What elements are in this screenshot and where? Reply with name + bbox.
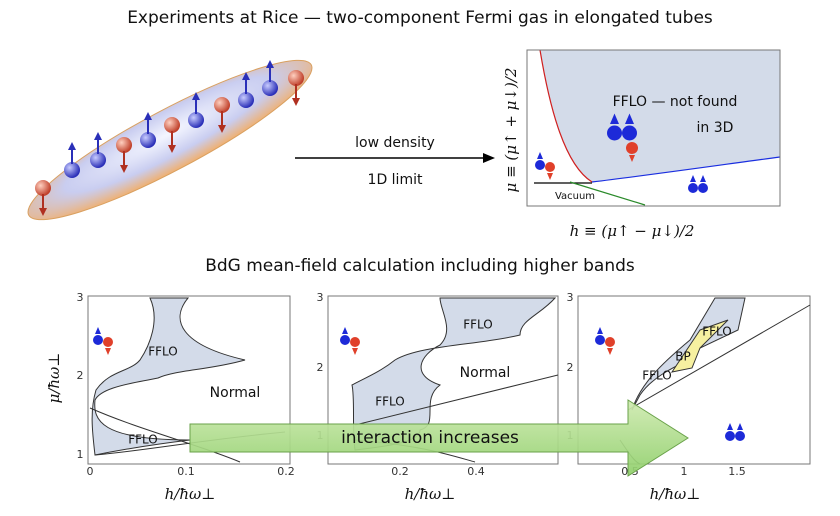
x-tick-label: 0.2 (277, 465, 295, 478)
y-tick-label: 3 (77, 291, 84, 304)
arrow-label: interaction increases (341, 428, 519, 448)
region-label: Normal (460, 365, 511, 381)
y-tick-label: 1 (77, 448, 84, 461)
y-axis-label: μ ≡ (μ↑ + μ↓)/2 (502, 68, 520, 193)
title: Experiments at Rice — two-component Ferm… (127, 8, 713, 28)
tube-illustration (27, 59, 313, 221)
x-axis-label: h/ħω⊥ (165, 485, 216, 503)
region-label: FFLO (463, 318, 493, 332)
y-tick-label: 2 (317, 361, 324, 374)
x-tick-label: 0.2 (391, 465, 409, 478)
region-label: Vacuum (555, 191, 595, 202)
x-tick-label: 0 (87, 465, 94, 478)
y-tick-label: 2 (567, 361, 574, 374)
region-label: FFLO (128, 433, 158, 447)
region-label: FFLO (702, 325, 732, 339)
region-label: FFLO (375, 395, 405, 409)
y-tick-label: 2 (77, 369, 84, 382)
arrow-label: low density (355, 135, 435, 151)
region-label: FFLO — not found (613, 94, 738, 110)
x-axis-label: h/ħω⊥ (650, 485, 701, 503)
y-tick-label: 3 (567, 291, 574, 304)
interaction-arrow (189, 399, 689, 477)
subtitle: BdG mean-field calculation including hig… (205, 256, 635, 276)
x-tick-label: 0.4 (467, 465, 485, 478)
y-tick-label: 3 (317, 291, 324, 304)
x-axis-label: h/ħω⊥ (405, 485, 456, 503)
region-label: FFLO (148, 345, 178, 359)
arrow-label: 1D limit (368, 172, 423, 188)
x-tick-label: 1.5 (728, 465, 746, 478)
phase-diagram-3d (526, 49, 781, 207)
x-tick-label: 0.1 (177, 465, 195, 478)
y-axis-label: μ/ħω⊥ (45, 353, 63, 404)
region-label: BP (675, 350, 690, 364)
panel (87, 295, 291, 465)
region-label: FFLO (642, 369, 672, 383)
x-tick-label: 1 (681, 465, 688, 478)
region-label: in 3D (697, 120, 734, 136)
x-axis-label: h ≡ (μ↑ − μ↓)/2 (570, 222, 695, 240)
region-label: Normal (210, 385, 261, 401)
transition-arrow (295, 153, 495, 163)
